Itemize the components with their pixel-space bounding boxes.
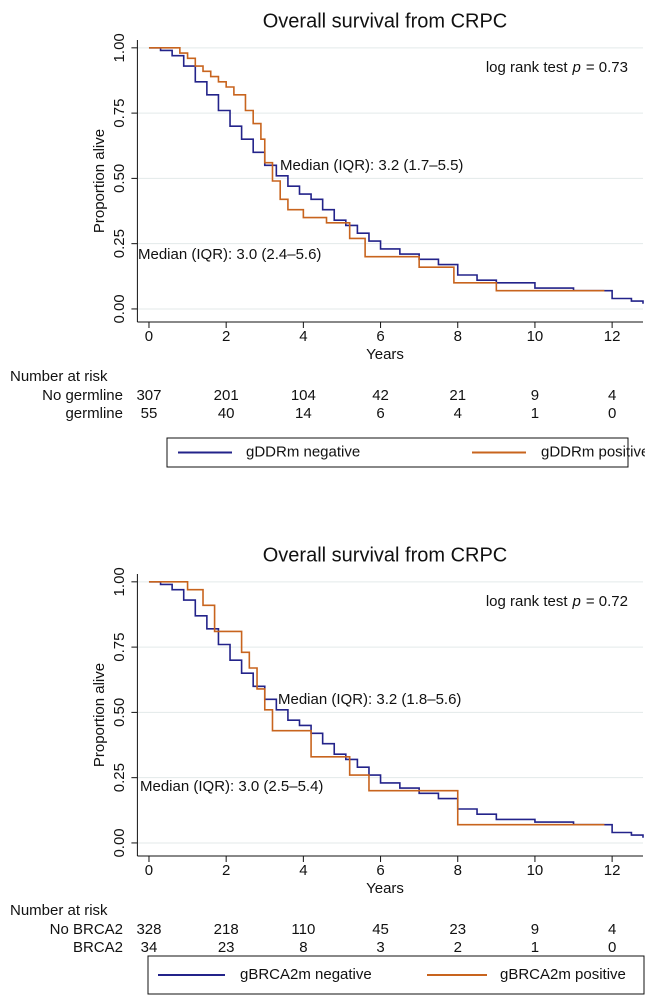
- survival-curve: [148, 581, 644, 838]
- risk-count: 9: [531, 921, 539, 938]
- risk-count: 45: [372, 921, 389, 938]
- x-tick-label: 10: [527, 862, 544, 879]
- x-tick-label: 2: [222, 862, 230, 879]
- x-tick-label: 4: [299, 328, 307, 345]
- log-rank-test: log rank test p = 0.73: [486, 59, 628, 76]
- risk-count: 6: [376, 405, 384, 422]
- chart-title: Overall survival from CRPC: [263, 10, 507, 32]
- x-tick-label: 8: [454, 862, 462, 879]
- x-tick-label: 0: [145, 328, 153, 345]
- risk-table-title: Number at risk: [10, 902, 108, 919]
- log-rank-test: log rank test p = 0.72: [486, 593, 628, 610]
- risk-count: 1: [531, 405, 539, 422]
- survival-curve: [148, 47, 605, 292]
- risk-count: 0: [608, 405, 616, 422]
- y-tick-label: 0.75: [111, 99, 128, 128]
- y-tick-label: 0.75: [111, 633, 128, 662]
- x-axis-label: Years: [366, 346, 404, 363]
- risk-count: 14: [295, 405, 312, 422]
- test-symbol: p: [572, 593, 581, 610]
- y-tick-label: 0.50: [111, 698, 128, 727]
- test-text: log rank test: [486, 59, 569, 76]
- y-tick-label: 0.25: [111, 229, 128, 258]
- survival-curve: [148, 581, 605, 826]
- x-tick-label: 4: [299, 862, 307, 879]
- y-axis-label: Proportion alive: [91, 129, 108, 233]
- risk-row-label: BRCA2: [73, 939, 123, 956]
- y-tick-label: 1.00: [111, 567, 128, 596]
- x-tick-label: 0: [145, 862, 153, 879]
- risk-row-label: germline: [65, 405, 123, 422]
- risk-count: 8: [299, 939, 307, 956]
- risk-count: 2: [454, 939, 462, 956]
- x-tick-label: 10: [527, 328, 544, 345]
- legend-box: [147, 955, 645, 995]
- risk-count: 23: [449, 921, 466, 938]
- risk-count: 9: [531, 387, 539, 404]
- median-annotation: Median (IQR): 3.0 (2.5–5.4): [140, 778, 323, 795]
- risk-count: 328: [136, 921, 161, 938]
- risk-count: 4: [608, 921, 616, 938]
- chart-title: Overall survival from CRPC: [263, 544, 507, 566]
- x-tick-label: 6: [376, 328, 384, 345]
- risk-count: 42: [372, 387, 389, 404]
- risk-count: 110: [291, 921, 315, 938]
- median-annotation: Median (IQR): 3.0 (2.4–5.6): [138, 246, 321, 263]
- risk-count: 0: [608, 939, 616, 956]
- risk-table-title: Number at risk: [10, 368, 108, 385]
- test-value: = 0.72: [586, 593, 628, 610]
- risk-count: 55: [141, 405, 158, 422]
- risk-row-label: No BRCA2: [50, 921, 123, 938]
- legend-label: gBRCA2m negative: [240, 966, 372, 983]
- risk-count: 218: [214, 921, 239, 938]
- test-symbol: p: [572, 59, 581, 76]
- risk-count: 104: [291, 387, 316, 404]
- risk-count: 23: [218, 939, 235, 956]
- risk-count: 4: [608, 387, 616, 404]
- y-tick-label: 1.00: [111, 33, 128, 62]
- risk-row-label: No germline: [42, 387, 123, 404]
- risk-count: 307: [136, 387, 161, 404]
- median-annotation: Median (IQR): 3.2 (1.8–5.6): [278, 691, 461, 708]
- risk-count: 21: [449, 387, 466, 404]
- y-tick-label: 0.50: [111, 164, 128, 193]
- x-tick-label: 2: [222, 328, 230, 345]
- x-tick-label: 12: [604, 328, 621, 345]
- x-tick-label: 6: [376, 862, 384, 879]
- y-axis-label: Proportion alive: [91, 663, 108, 767]
- legend-label: gDDRm negative: [246, 443, 360, 460]
- median-annotation: Median (IQR): 3.2 (1.7–5.5): [280, 157, 463, 174]
- test-text: log rank test: [486, 593, 569, 610]
- x-tick-label: 8: [454, 328, 462, 345]
- risk-count: 34: [141, 939, 158, 956]
- x-axis-label: Years: [366, 880, 404, 897]
- legend-label: gDDRm positive: [541, 443, 645, 460]
- risk-count: 40: [218, 405, 235, 422]
- y-tick-label: 0.00: [111, 828, 128, 857]
- legend-box: [166, 437, 629, 468]
- test-value: = 0.73: [586, 59, 628, 76]
- y-tick-label: 0.00: [111, 294, 128, 323]
- y-tick-label: 0.25: [111, 763, 128, 792]
- risk-count: 3: [376, 939, 384, 956]
- risk-count: 4: [454, 405, 462, 422]
- risk-count: 201: [214, 387, 239, 404]
- x-tick-label: 12: [604, 862, 621, 879]
- risk-count: 1: [531, 939, 539, 956]
- legend-label: gBRCA2m positive: [500, 966, 626, 983]
- survival-curve: [148, 47, 644, 304]
